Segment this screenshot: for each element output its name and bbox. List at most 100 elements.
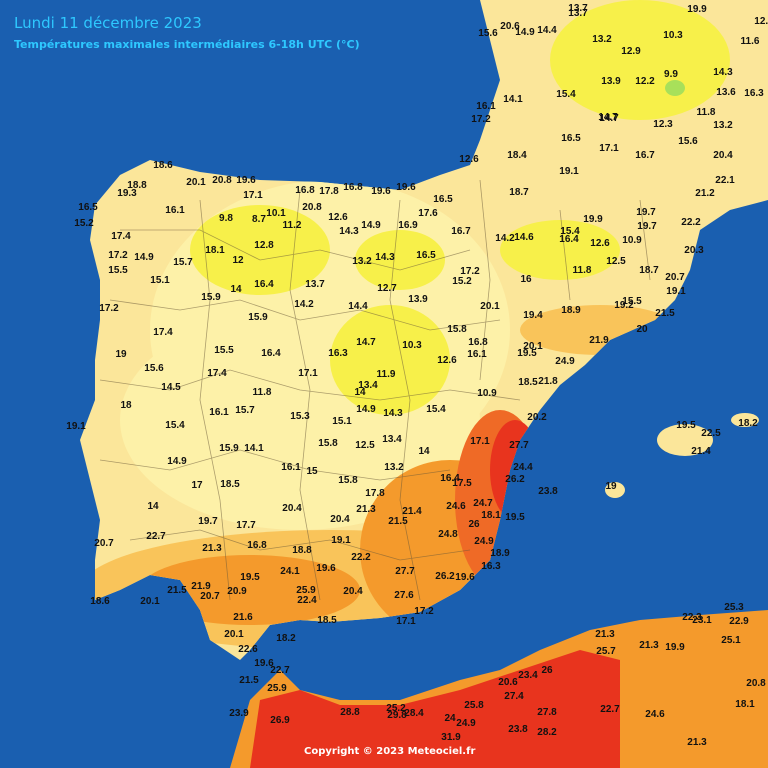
station-temp-label: 17.1 [470, 436, 490, 447]
station-temp-label: 21.3 [639, 640, 659, 651]
station-temp-label: 26.2 [435, 571, 455, 582]
station-temp-label: 10.1 [266, 208, 286, 219]
station-temp-label: 14.6 [514, 232, 534, 243]
station-temp-label: 24.6 [446, 501, 466, 512]
station-temp-label: 16.1 [467, 349, 487, 360]
station-temp-label: 17.2 [99, 303, 119, 314]
station-temp-label: 13.7 [568, 3, 588, 14]
station-temp-label: 18.9 [490, 548, 510, 559]
station-temp-label: 19.5 [517, 348, 537, 359]
station-temp-label: 14 [418, 446, 430, 457]
station-temp-label: 17.2 [471, 114, 491, 125]
station-temp-label: 26.9 [270, 715, 290, 726]
station-temp-label: 13.6 [716, 87, 736, 98]
station-temp-label: 12.6 [328, 212, 348, 223]
station-temp-label: 14.5 [161, 382, 181, 393]
station-temp-label: 14.1 [244, 443, 264, 454]
station-temp-label: 16.8 [468, 337, 488, 348]
station-temp-label: 12.5 [355, 440, 375, 451]
station-temp-label: 19.5 [505, 512, 525, 523]
station-temp-label: 21.3 [595, 629, 615, 640]
station-temp-label: 24.6 [645, 709, 665, 720]
station-temp-label: 19.9 [687, 4, 707, 15]
station-temp-label: 21.9 [589, 335, 609, 346]
station-temp-label: 21.6 [233, 612, 253, 623]
station-temp-label: 23.8 [538, 486, 558, 497]
station-temp-label: 21.5 [388, 516, 408, 527]
station-temp-label: 19.1 [331, 535, 351, 546]
station-temp-label: 21.5 [239, 675, 259, 686]
station-temp-label: 20.7 [94, 538, 114, 549]
station-temp-label: 14.7 [599, 113, 619, 124]
station-temp-label: 16.5 [78, 202, 98, 213]
station-temp-label: 16.1 [165, 205, 185, 216]
station-temp-label: 22.6 [238, 644, 258, 655]
station-temp-label: 11.9 [376, 369, 396, 380]
station-temp-label: 20.8 [212, 175, 232, 186]
station-temp-label: 18.8 [292, 545, 312, 556]
station-temp-label: 19.9 [665, 642, 685, 653]
station-temp-label: 19.1 [559, 166, 579, 177]
station-temp-label: 28.4 [404, 708, 424, 719]
station-temp-label: 24 [444, 713, 456, 724]
station-temp-label: 27.7 [509, 440, 529, 451]
station-temp-label: 22.3 [682, 612, 702, 623]
station-temp-label: 24.7 [473, 498, 493, 509]
station-temp-label: 23.1 [692, 615, 712, 626]
station-temp-label: 21.9 [191, 581, 211, 592]
station-temp-label: 23.8 [508, 724, 528, 735]
station-temp-label: 16.3 [744, 88, 764, 99]
station-temp-label: 15.1 [150, 275, 170, 286]
station-temp-label: 12.7 [377, 283, 397, 294]
station-temp-label: 21.3 [356, 504, 376, 515]
station-temp-label: 20.4 [343, 586, 363, 597]
station-temp-label: 18.4 [507, 150, 527, 161]
station-temp-label: 17.1 [243, 190, 263, 201]
station-temp-label: 31.9 [441, 732, 461, 743]
station-temp-label: 10.3 [663, 30, 683, 41]
station-temp-label: 19.6 [371, 186, 391, 197]
station-temp-label: 20.1 [140, 596, 160, 607]
station-temp-label: 17.2 [460, 266, 480, 277]
station-temp-label: 14.3 [713, 67, 733, 78]
station-temp-label: 18.7 [509, 187, 529, 198]
station-temp-label: 14.9 [134, 252, 154, 263]
station-temp-label: 15.2 [74, 218, 94, 229]
station-temp-label: 18.5 [220, 479, 240, 490]
station-temp-label: 26 [541, 665, 553, 676]
station-temp-label: 12.5 [606, 256, 626, 267]
station-temp-label: 19 [115, 349, 127, 360]
station-temp-label: 20.1 [186, 177, 206, 188]
station-temp-label: 17.8 [319, 186, 339, 197]
station-temp-label: 12.6 [459, 154, 479, 165]
station-temp-label: 13.4 [358, 380, 378, 391]
station-temp-label: 15.4 [426, 404, 446, 415]
station-temp-label: 18.5 [317, 615, 337, 626]
station-temp-label: 18.1 [481, 510, 501, 521]
station-temp-label: 11.8 [696, 107, 716, 118]
station-temp-label: 14.2 [294, 299, 314, 310]
station-temp-label: 14.2 [495, 233, 515, 244]
station-temp-label: 13.4 [382, 434, 402, 445]
station-temp-label: 14.9 [515, 27, 535, 38]
station-temp-label: 15.9 [248, 312, 268, 323]
station-temp-label: 21.8 [538, 376, 558, 387]
station-temp-label: 16.4 [559, 234, 579, 245]
station-temp-label: 25.9 [296, 585, 316, 596]
station-temp-label: 16 [520, 274, 532, 285]
copyright-notice: Copyright © 2023 Meteociel.fr [304, 746, 476, 757]
station-temp-label: 13.2 [713, 120, 733, 131]
station-temp-label: 24.1 [280, 566, 300, 577]
station-temp-label: 17.4 [153, 327, 173, 338]
station-temp-label: 22.7 [146, 531, 166, 542]
station-temp-label: 10.9 [477, 388, 497, 399]
station-temp-label: 20.1 [523, 341, 543, 352]
station-temp-label: 11.6 [740, 36, 760, 47]
station-temp-label: 20.7 [665, 272, 685, 283]
station-temp-label: 10.3 [402, 340, 422, 351]
station-temp-label: 16.3 [328, 348, 348, 359]
station-temp-label: 19.6 [236, 175, 256, 186]
station-temp-label: 25.8 [464, 700, 484, 711]
station-temp-label: 14.3 [375, 252, 395, 263]
